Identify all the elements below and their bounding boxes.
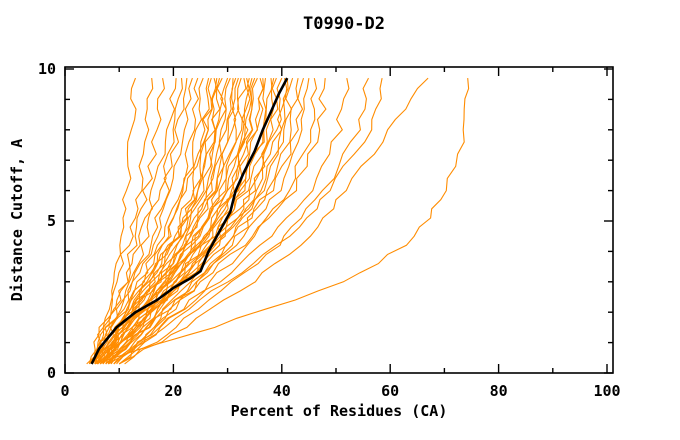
chart-title: T0990-D2 bbox=[303, 14, 385, 34]
tick-labels-group: 0 20 40 60 80 100 0 5 10 bbox=[38, 60, 621, 400]
model-curve bbox=[94, 78, 183, 365]
model-curve bbox=[94, 78, 470, 365]
model-curve bbox=[96, 78, 165, 365]
model-curve bbox=[91, 77, 210, 365]
x-tick-label: 0 bbox=[60, 382, 69, 400]
model-curve bbox=[118, 77, 318, 365]
model-curves-group bbox=[86, 77, 470, 365]
y-tick-label: 10 bbox=[38, 60, 56, 78]
y-tick-label: 0 bbox=[47, 364, 56, 382]
model-curve bbox=[99, 77, 305, 365]
y-axis-label: Distance Cutoff, A bbox=[8, 139, 26, 302]
model-curve bbox=[91, 77, 251, 365]
axes-layer bbox=[64, 66, 614, 374]
highlight-curve bbox=[90, 77, 289, 365]
x-tick-label: 60 bbox=[381, 382, 399, 400]
x-tick-label: 80 bbox=[490, 382, 508, 400]
model-curve bbox=[118, 77, 429, 365]
model-curve bbox=[97, 77, 247, 365]
model-curve bbox=[97, 78, 188, 365]
model-curve bbox=[94, 77, 239, 365]
model-curve bbox=[107, 78, 310, 365]
highlight-curve-group bbox=[90, 77, 289, 365]
x-axis-label: Percent of Residues (CA) bbox=[231, 402, 448, 420]
model-curve bbox=[116, 77, 299, 365]
x-tick-label: 100 bbox=[593, 382, 620, 400]
model-curve bbox=[86, 77, 193, 365]
model-curve bbox=[110, 77, 242, 365]
model-curve bbox=[102, 78, 265, 365]
model-curve bbox=[108, 77, 383, 365]
plot-frame bbox=[64, 66, 614, 374]
model-curve bbox=[102, 78, 327, 365]
x-tick-label: 40 bbox=[273, 382, 291, 400]
x-tick-label: 20 bbox=[164, 382, 182, 400]
model-curve bbox=[124, 77, 369, 365]
y-tick-label: 5 bbox=[47, 212, 56, 230]
model-curve bbox=[113, 77, 350, 365]
model-curve bbox=[91, 78, 154, 365]
model-curve bbox=[88, 78, 177, 365]
